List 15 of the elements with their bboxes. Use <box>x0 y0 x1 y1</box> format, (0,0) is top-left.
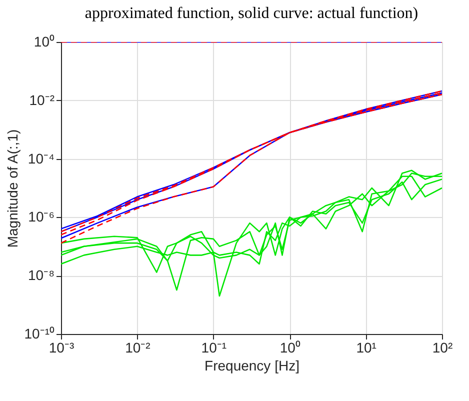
y-tick-label: 10⁻² <box>29 92 55 108</box>
x-axis-title: Frequency [Hz] <box>204 358 300 374</box>
y-tick-label: 10⁻¹⁰ <box>24 326 54 342</box>
x-tick-label: 10⁻³ <box>48 340 74 356</box>
y-axis-title: Magnitude of A(:,1) <box>4 129 20 248</box>
y-tick-label: 10⁻⁶ <box>28 208 54 225</box>
x-tick-label: 10² <box>432 340 453 356</box>
y-tick-label: 10⁰ <box>34 34 54 50</box>
y-tick-label: 10⁻⁸ <box>28 267 55 284</box>
x-tick-label: 10⁻² <box>125 340 151 356</box>
x-tick-label: 10⁻¹ <box>201 340 227 356</box>
chart-title: approximated function, solid curve: actual function) <box>84 5 418 22</box>
y-tick-label: 10⁻⁴ <box>28 150 54 166</box>
x-tick-label: 10¹ <box>356 340 377 356</box>
x-tick-label: 10⁰ <box>280 340 300 356</box>
